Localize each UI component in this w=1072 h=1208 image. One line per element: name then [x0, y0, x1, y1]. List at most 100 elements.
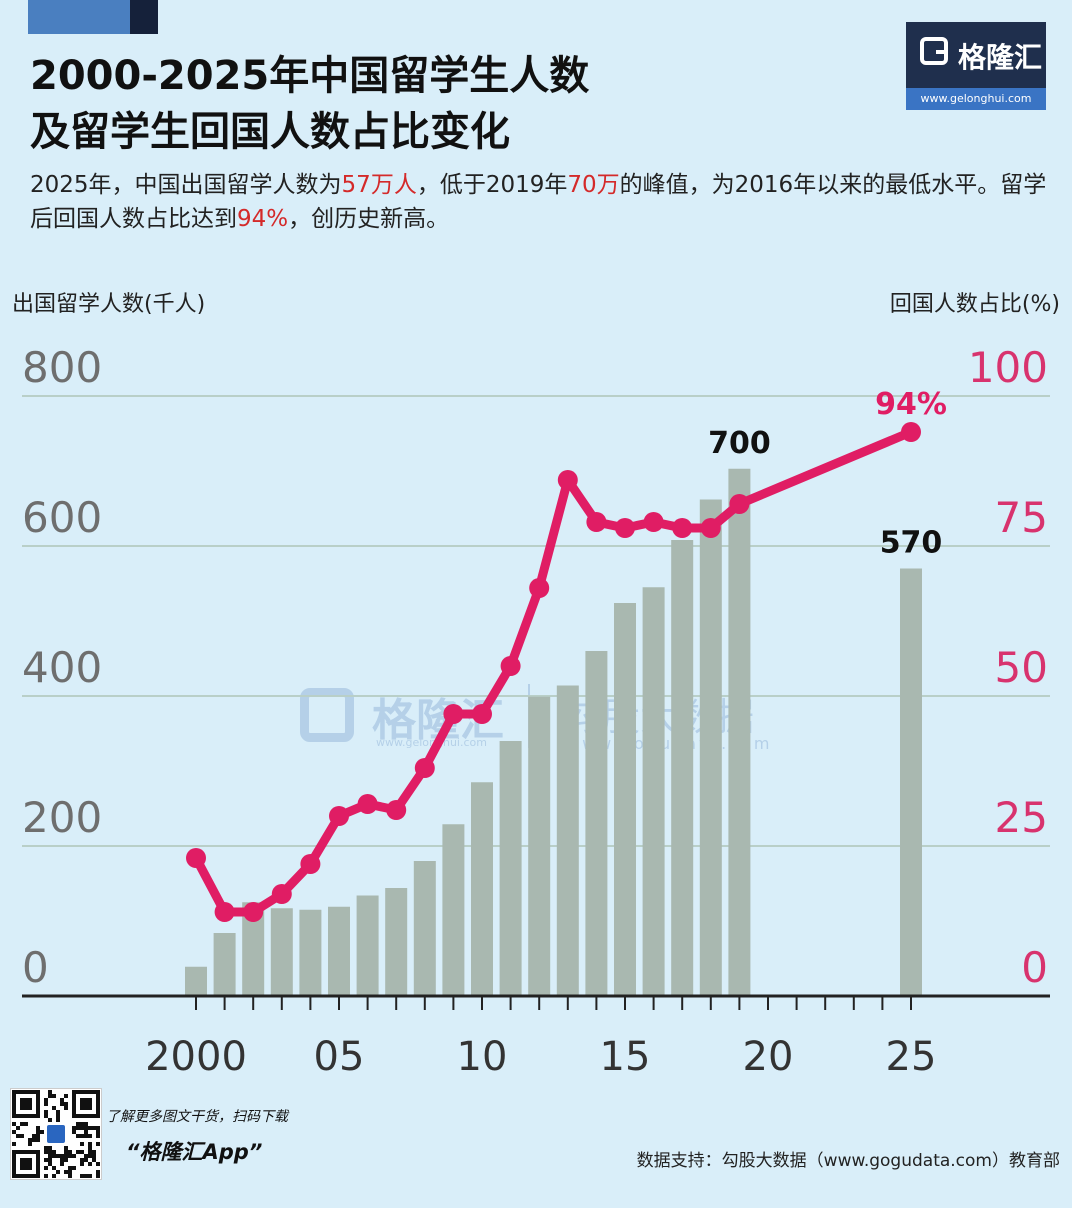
qr-module: [16, 1126, 20, 1130]
qr-module: [64, 1150, 68, 1154]
qr-module: [36, 1134, 40, 1138]
qr-module: [36, 1174, 40, 1178]
qr-module: [48, 1094, 52, 1098]
qr-module: [48, 1118, 52, 1122]
x-axis-tick-label: 10: [457, 1034, 508, 1080]
qr-module: [88, 1134, 92, 1138]
qr-module: [52, 1174, 56, 1178]
qr-module: [60, 1158, 64, 1162]
qr-module: [88, 1126, 92, 1130]
line-point-2004: [300, 854, 321, 874]
qr-module: [20, 1134, 24, 1138]
header-accent-blue: [28, 0, 130, 34]
line-point-2008: [414, 758, 435, 778]
qr-module: [96, 1142, 100, 1146]
qr-module: [72, 1090, 76, 1094]
bar-2003: [270, 908, 293, 996]
qr-module: [24, 1106, 28, 1110]
right-axis-tick-label: 50: [995, 643, 1048, 692]
qr-module: [20, 1098, 24, 1102]
qr-module: [12, 1150, 16, 1154]
line-point-2018: [700, 518, 721, 538]
qr-module: [80, 1090, 84, 1094]
qr-module: [80, 1174, 84, 1178]
qr-module: [12, 1174, 16, 1178]
qr-module: [24, 1102, 28, 1106]
left-axis-tick-label: 200: [22, 793, 102, 842]
qr-module: [24, 1174, 28, 1178]
qr-module: [88, 1098, 92, 1102]
qr-module: [72, 1166, 76, 1170]
qr-module: [84, 1158, 88, 1162]
page-title: 2000-2025年中国留学生人数 及留学生回国人数占比变化: [30, 48, 589, 160]
bar-2001: [213, 933, 236, 996]
qr-module: [80, 1106, 84, 1110]
bar-2009: [442, 824, 465, 996]
qr-module: [88, 1154, 92, 1158]
bar-2010: [471, 782, 493, 996]
qr-module: [20, 1090, 24, 1094]
data-source: 数据支持：勾股大数据（www.gogudata.com）教育部: [636, 1151, 1060, 1171]
qr-module: [96, 1098, 100, 1102]
promo-text: 了解更多图文干货，扫码下载: [106, 1109, 288, 1125]
qr-module: [32, 1114, 36, 1118]
qr-module: [44, 1110, 48, 1114]
qr-module: [24, 1122, 28, 1126]
line-point-2015: [615, 518, 635, 538]
qr-module: [32, 1174, 36, 1178]
chart-subtitle: 2025年，中国出国留学人数为57万人，低于2019年70万的峰值，为2016年…: [30, 168, 1050, 236]
left-axis-tick-label: 0: [22, 943, 49, 992]
qr-module: [44, 1114, 48, 1118]
bar-2025: [900, 568, 922, 996]
title-line-2: 及留学生回国人数占比变化: [30, 109, 510, 155]
bar-2011: [499, 741, 522, 996]
qr-module: [72, 1110, 76, 1114]
qr-module: [76, 1114, 80, 1118]
qr-module: [96, 1126, 100, 1130]
right-axis-tick-label: 25: [995, 793, 1048, 842]
line-point-2025: [901, 422, 921, 442]
qr-module: [20, 1162, 24, 1166]
right-axis-tick-label: 0: [1021, 943, 1048, 992]
qr-module: [32, 1090, 36, 1094]
qr-module: [80, 1134, 84, 1138]
line-point-2002: [243, 902, 264, 922]
qr-module: [88, 1102, 92, 1106]
title-line-1: 2000-2025年中国留学生人数: [30, 53, 590, 99]
left-axis-tick-label: 600: [22, 493, 102, 542]
qr-module: [80, 1158, 84, 1162]
subtitle-highlight-1: 57万人: [341, 172, 417, 198]
line-point-2019: [729, 494, 750, 514]
subtitle-text-4: ，创历史新高。: [288, 206, 450, 232]
qr-module: [32, 1150, 36, 1154]
qr-module: [60, 1098, 64, 1102]
qr-module: [52, 1094, 56, 1098]
qr-center-logo-icon: [45, 1123, 67, 1145]
qr-module: [24, 1166, 28, 1170]
qr-module: [84, 1154, 88, 1158]
qr-module: [68, 1170, 72, 1174]
qr-module: [28, 1106, 32, 1110]
qr-module: [12, 1154, 16, 1158]
bar-2019: [728, 468, 751, 996]
qr-module: [36, 1126, 40, 1130]
qr-module: [16, 1150, 20, 1154]
qr-module: [12, 1122, 16, 1126]
qr-code-icon[interactable]: [10, 1088, 102, 1180]
qr-module: [12, 1114, 16, 1118]
qr-module: [28, 1090, 32, 1094]
line-point-2012: [529, 578, 550, 598]
qr-module: [36, 1098, 40, 1102]
qr-module: [28, 1102, 32, 1106]
qr-module: [72, 1098, 76, 1102]
qr-module: [76, 1126, 80, 1130]
qr-module: [72, 1094, 76, 1098]
qr-module: [76, 1122, 80, 1126]
qr-module: [64, 1158, 68, 1162]
logo-url: www.gelonghui.com: [906, 88, 1046, 110]
bar-data-label-2025: 570: [880, 526, 943, 561]
qr-module: [92, 1090, 96, 1094]
bar-2005: [328, 906, 350, 996]
qr-module: [28, 1166, 32, 1170]
qr-module: [32, 1138, 36, 1142]
